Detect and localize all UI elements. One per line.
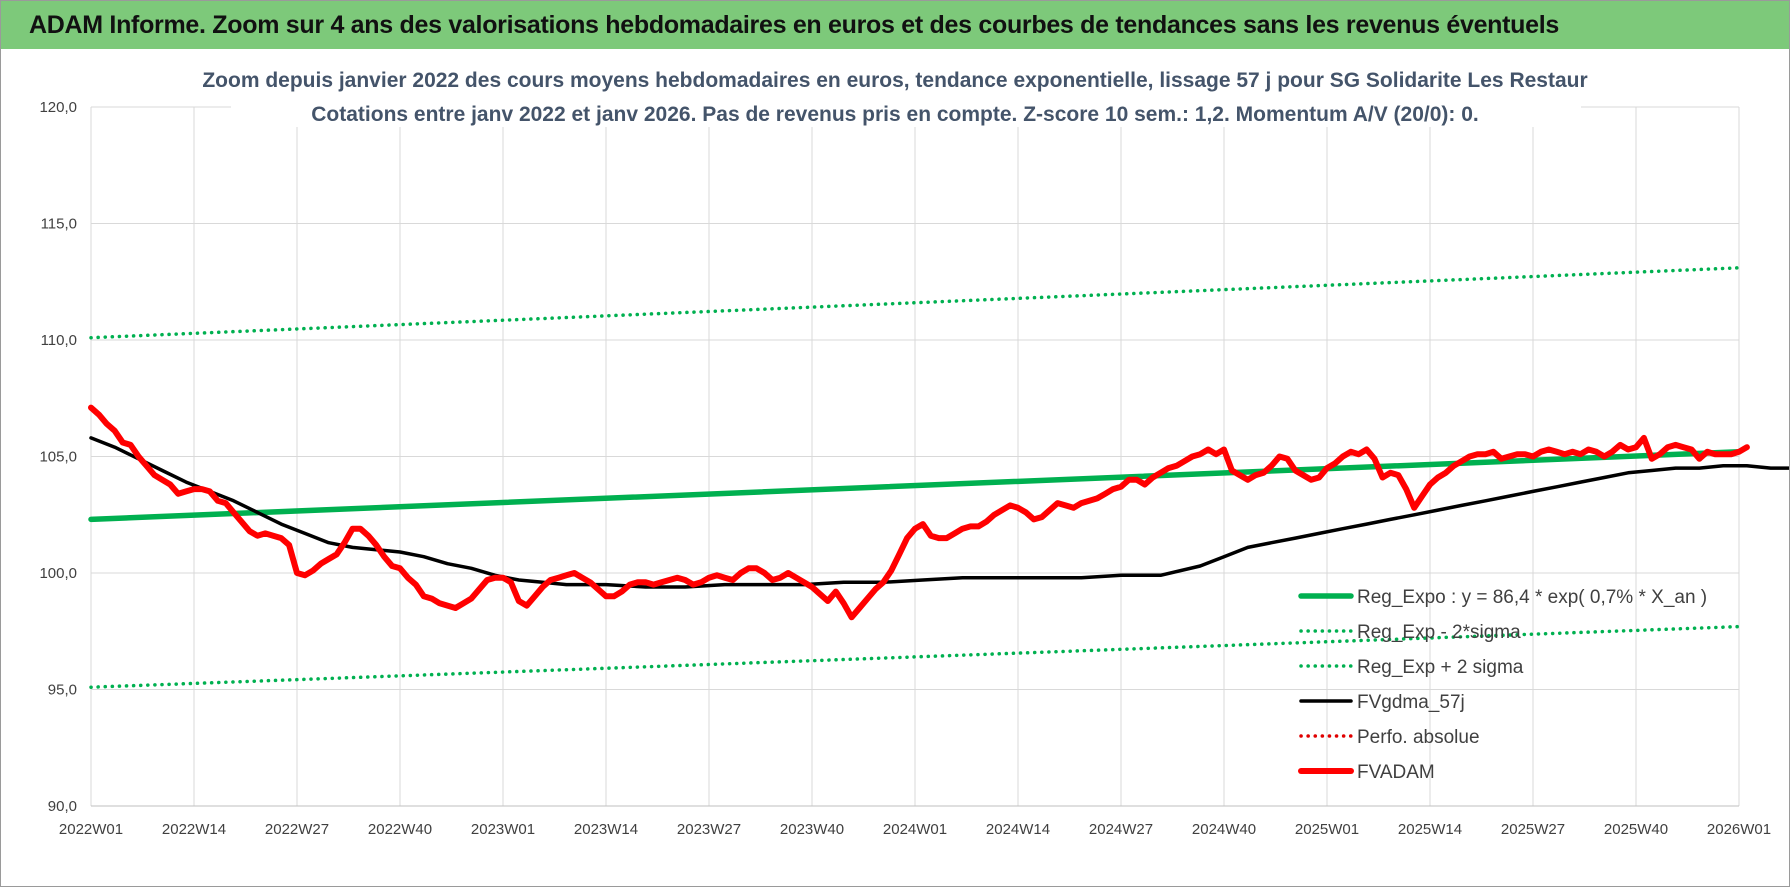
x-tick-label: 2022W40 xyxy=(368,821,432,838)
x-tick-label: 2024W01 xyxy=(883,821,947,838)
x-tick-label: 2024W27 xyxy=(1089,821,1153,838)
y-tick-label: 110,0 xyxy=(41,332,77,349)
x-tick-label: 2025W01 xyxy=(1295,821,1359,838)
x-axis-tick-labels: 2022W01 2022W14 2022W27 2022W40 2023W01 2023W… xyxy=(59,821,1771,838)
x-tick-label: 2025W40 xyxy=(1604,821,1668,838)
legend-label: Reg_Expo : y = 86,4 * exp( 0,7% * X_an ) xyxy=(1357,587,1707,608)
y-tick-label: 100,0 xyxy=(39,565,77,582)
title-background xyxy=(231,63,1581,127)
chart-svg: 90,0 95,0 100,0 105,0 110,0 115,0 120,0 2022W0… xyxy=(39,63,1789,838)
y-axis-tick-labels: 90,0 95,0 100,0 105,0 110,0 115,0 120,0 xyxy=(39,99,77,815)
series-lines xyxy=(88,266,1789,689)
legend-label: Reg_Exp + 2 sigma xyxy=(1357,657,1524,678)
legend-label: FVADAM xyxy=(1357,762,1435,783)
y-tick-label: 95,0 xyxy=(48,682,77,699)
legend: Reg_Expo : y = 86,4 * exp( 0,7% * X_an )… xyxy=(1298,587,1707,783)
x-tick-label: 2023W14 xyxy=(574,821,638,838)
chart-subtitle: Cotations entre janv 2022 et janv 2026. … xyxy=(311,103,1479,126)
series-line xyxy=(89,436,1789,589)
header-banner: ADAM Informe. Zoom sur 4 ans des valoris… xyxy=(1,1,1789,49)
x-tick-label: 2025W27 xyxy=(1501,821,1565,838)
x-tick-label: 2026W01 xyxy=(1707,821,1771,838)
chart-title: Zoom depuis janvier 2022 des cours moyen… xyxy=(202,69,1587,92)
x-tick-label: 2022W14 xyxy=(162,821,226,838)
legend-label: Perfo. absolue xyxy=(1357,727,1480,748)
x-tick-label: 2024W40 xyxy=(1192,821,1256,838)
y-tick-label: 120,0 xyxy=(39,99,77,116)
x-tick-label: 2023W27 xyxy=(677,821,741,838)
x-tick-label: 2023W01 xyxy=(471,821,535,838)
y-tick-label: 115,0 xyxy=(41,216,77,233)
x-tick-label: 2025W14 xyxy=(1398,821,1462,838)
x-tick-label: 2022W27 xyxy=(265,821,329,838)
series-line xyxy=(88,404,1750,621)
legend-label: Reg_Exp - 2*sigma xyxy=(1357,622,1521,643)
y-tick-label: 90,0 xyxy=(48,798,77,815)
legend-label: FVgdma_57j xyxy=(1357,692,1465,713)
banner-title: ADAM Informe. Zoom sur 4 ans des valoris… xyxy=(29,11,1559,39)
y-tick-label: 105,0 xyxy=(39,449,77,466)
x-tick-label: 2022W01 xyxy=(59,821,123,838)
x-tick-label: 2023W40 xyxy=(780,821,844,838)
x-tick-label: 2024W14 xyxy=(986,821,1050,838)
series-line xyxy=(89,266,1741,340)
series-line xyxy=(89,624,1741,689)
